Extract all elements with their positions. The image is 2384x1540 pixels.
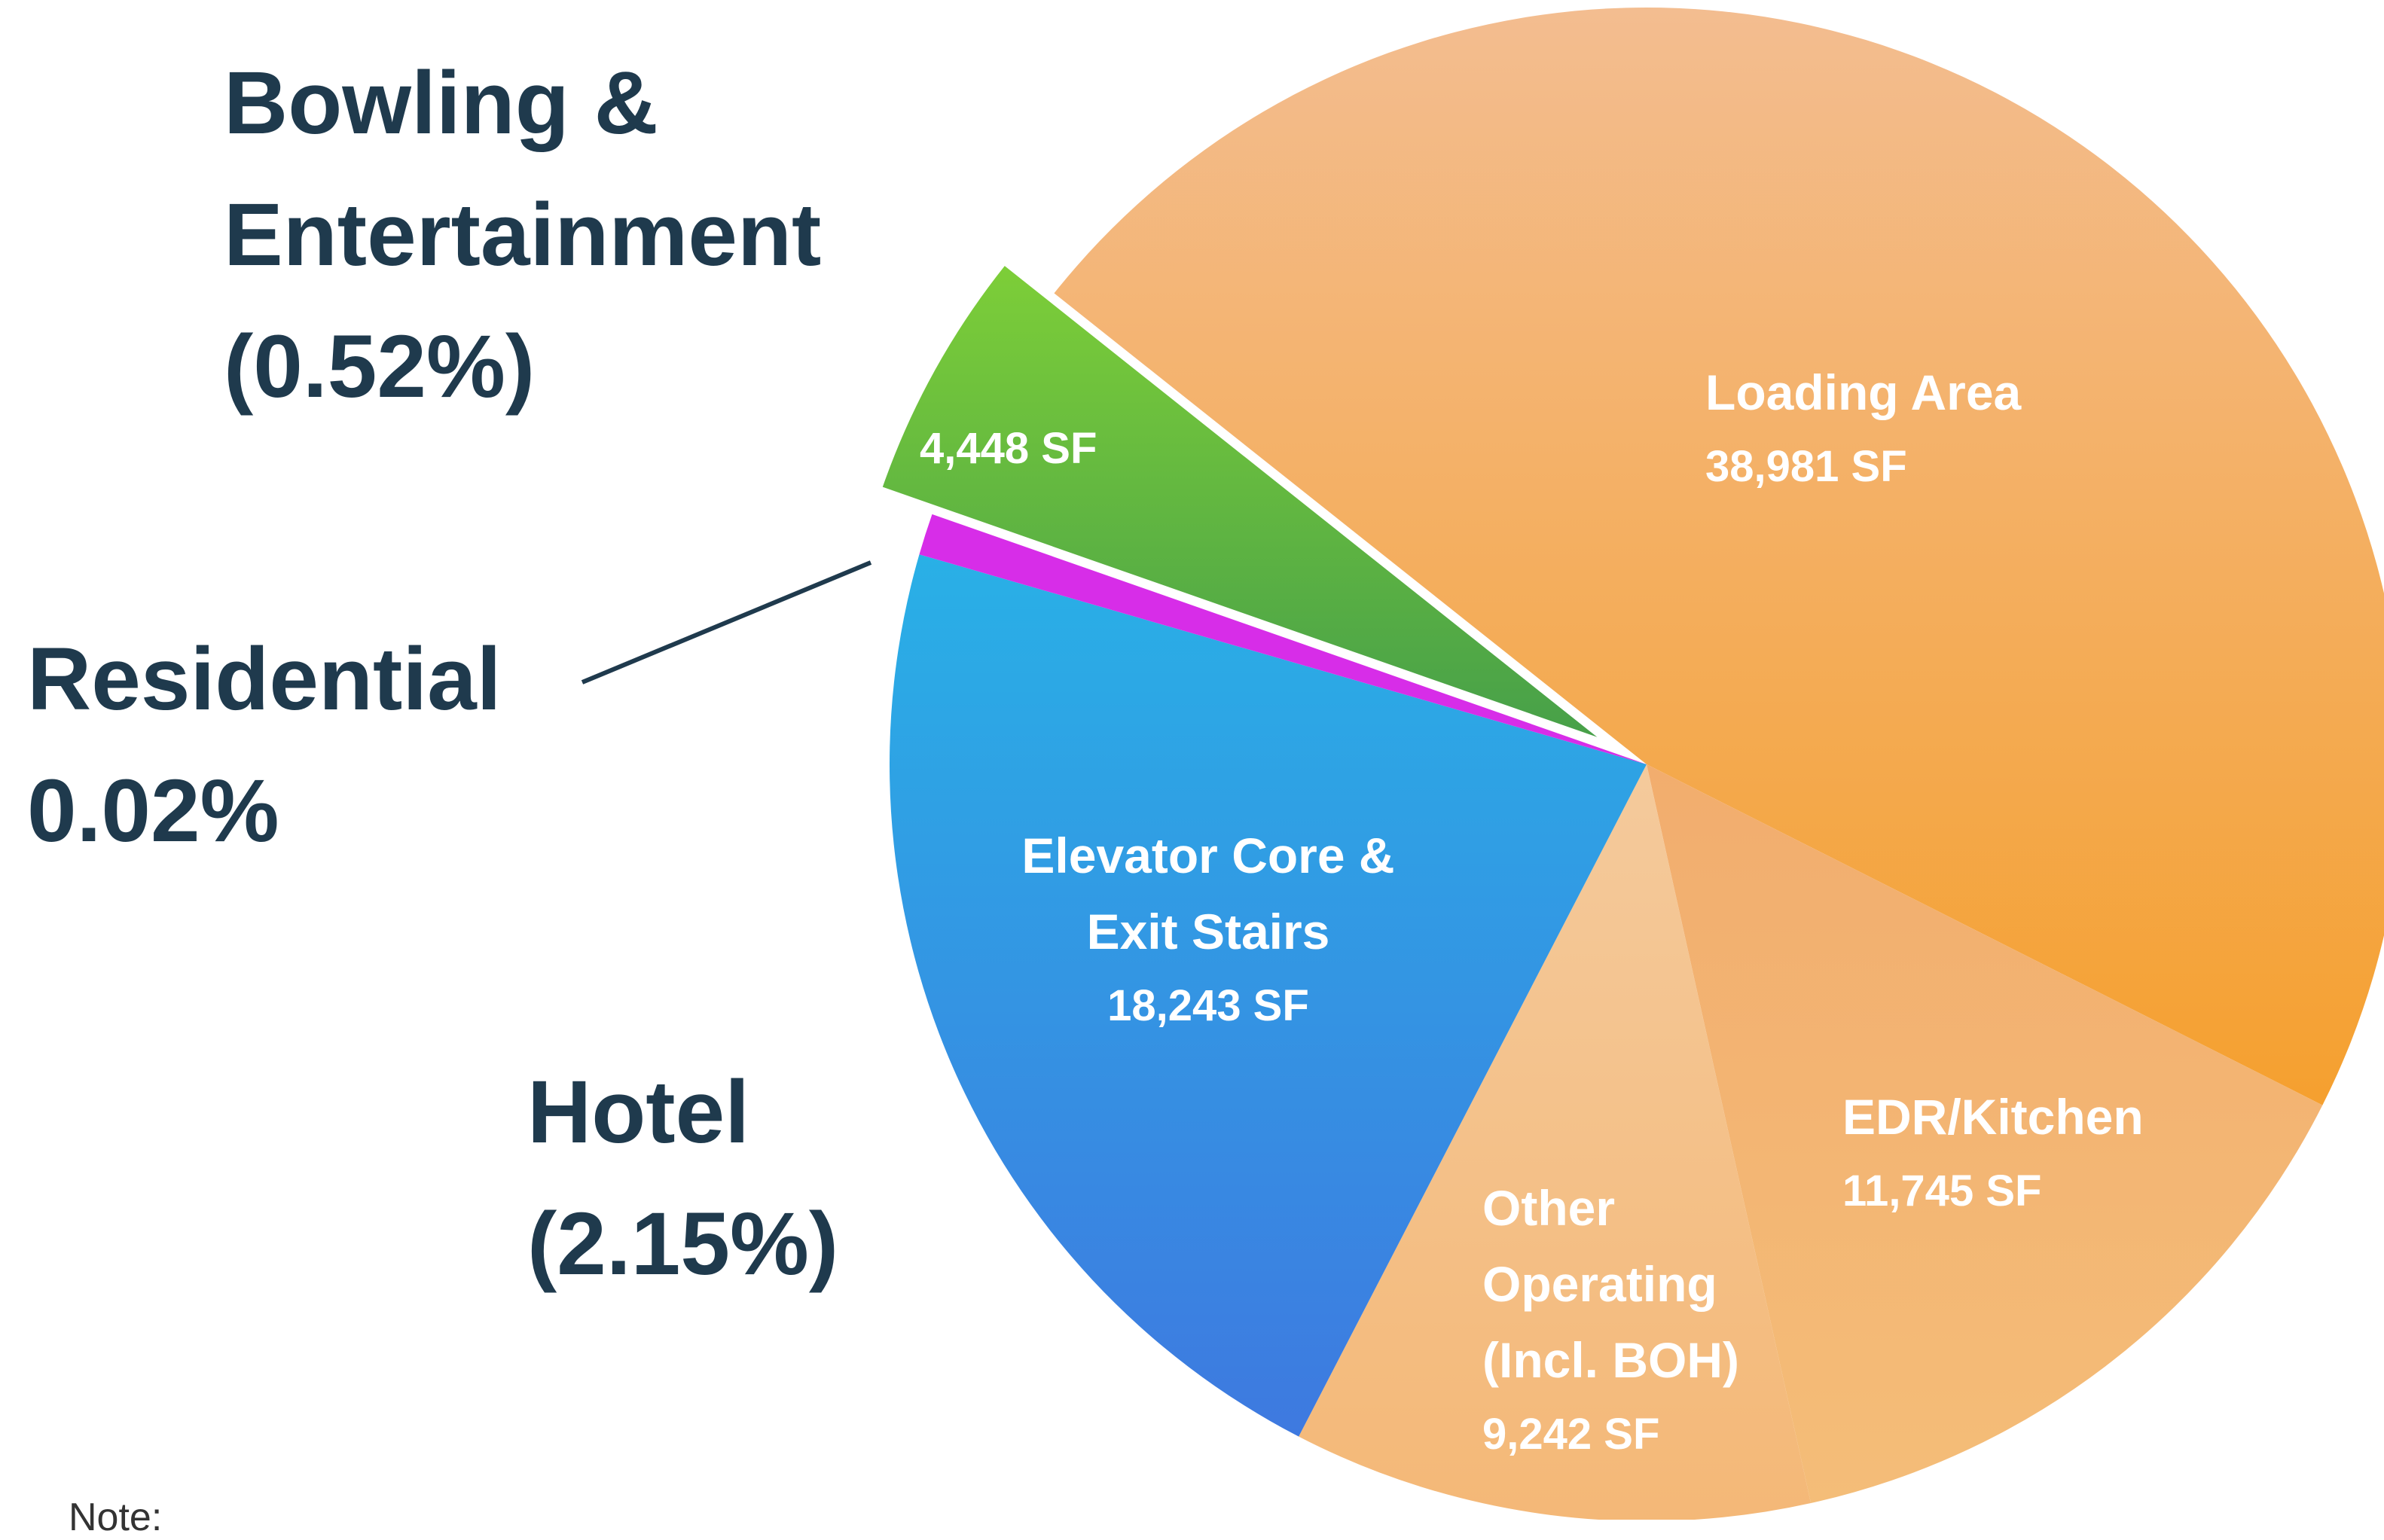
annotation-line: 0.02% — [27, 761, 279, 861]
slice-name: Loading Area — [1705, 364, 2022, 420]
pie-slice — [919, 514, 1647, 764]
slice-value: 18,243 SF — [1107, 981, 1309, 1030]
leader-line — [581, 560, 872, 685]
pie-slice — [882, 266, 1598, 737]
annotation: Bowling & Entertainment (0.52%) — [224, 38, 821, 433]
annotation-line: Bowling & — [224, 53, 658, 153]
slice-label: Other Operating (Incl. BOH) 9,242 SF — [1482, 1170, 1799, 1470]
note: Note: — [69, 1496, 163, 1539]
slice-value: 9,242 SF — [1482, 1410, 1660, 1459]
annotation: Residential 0.02% — [27, 614, 502, 877]
slice-label: 4,448 SF — [920, 413, 1221, 484]
slice-value: 4,448 SF — [920, 424, 1097, 473]
annotation-line: Hotel — [527, 1063, 749, 1162]
annotation-line: Residential — [27, 630, 502, 729]
slice-value: 38,981 SF — [1705, 442, 1907, 491]
slice-label: EDR/Kitchen 11,745 SF — [1842, 1079, 2294, 1227]
slice-name: Other Operating (Incl. BOH) — [1482, 1180, 1739, 1388]
annotation: Hotel (2.15%) — [527, 1047, 838, 1310]
pie-slice — [1647, 764, 2323, 1504]
annotation-line: Entertainment — [224, 185, 822, 285]
slice-name: EDR/Kitchen — [1842, 1089, 2144, 1145]
slice-value: 11,745 SF — [1842, 1166, 2042, 1215]
annotation-line: (2.15%) — [527, 1194, 839, 1294]
slice-label: Loading Area 38,981 SF — [1705, 355, 2308, 502]
slice-name: Elevator Core & Exit Stairs — [1021, 828, 1395, 959]
pie-slice — [1299, 764, 1812, 1520]
pie-slice — [1054, 8, 2384, 1105]
pie-slice — [889, 554, 1647, 1437]
slice-label: Elevator Core & Exit Stairs 18,243 SF — [1012, 818, 1404, 1041]
annotation-line: (0.52%) — [224, 317, 536, 416]
